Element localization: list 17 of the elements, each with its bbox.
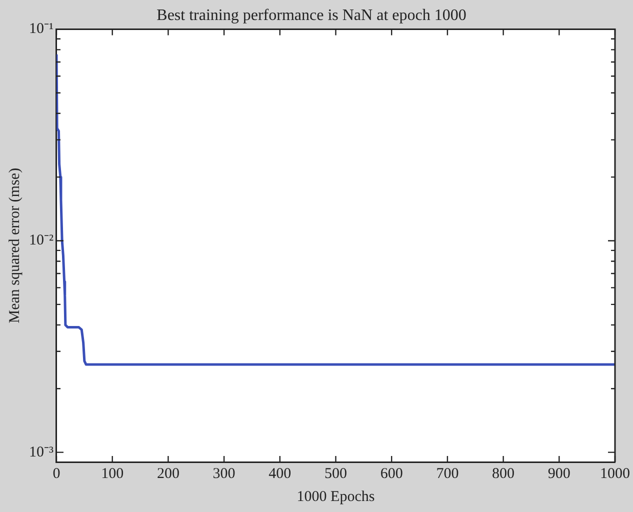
x-tick-label: 600 [380,466,403,482]
y-tick-label: 10⁻³ [28,444,54,460]
x-tick-label: 400 [268,466,292,482]
y-tick-label: 10⁻¹ [28,21,54,38]
x-tick-label: 700 [436,466,459,482]
y-axis-title: Mean squared error (mse) [6,168,23,324]
x-axis-title: 1000 Epochs [296,488,375,505]
x-tick-label: 800 [492,466,515,482]
chart-title: Best training performance is NaN at epoch 1000 [156,6,466,24]
x-tick-label: 500 [324,466,347,482]
x-tick-label: 900 [548,466,570,482]
x-tick-label: 100 [101,466,124,482]
x-tick-label: 300 [212,466,236,482]
y-tick-label: 10⁻² [28,232,54,249]
x-tick-label: 0 [52,466,60,482]
x-tick-label: 200 [156,466,180,482]
x-tick-label: 1000 [600,466,630,482]
